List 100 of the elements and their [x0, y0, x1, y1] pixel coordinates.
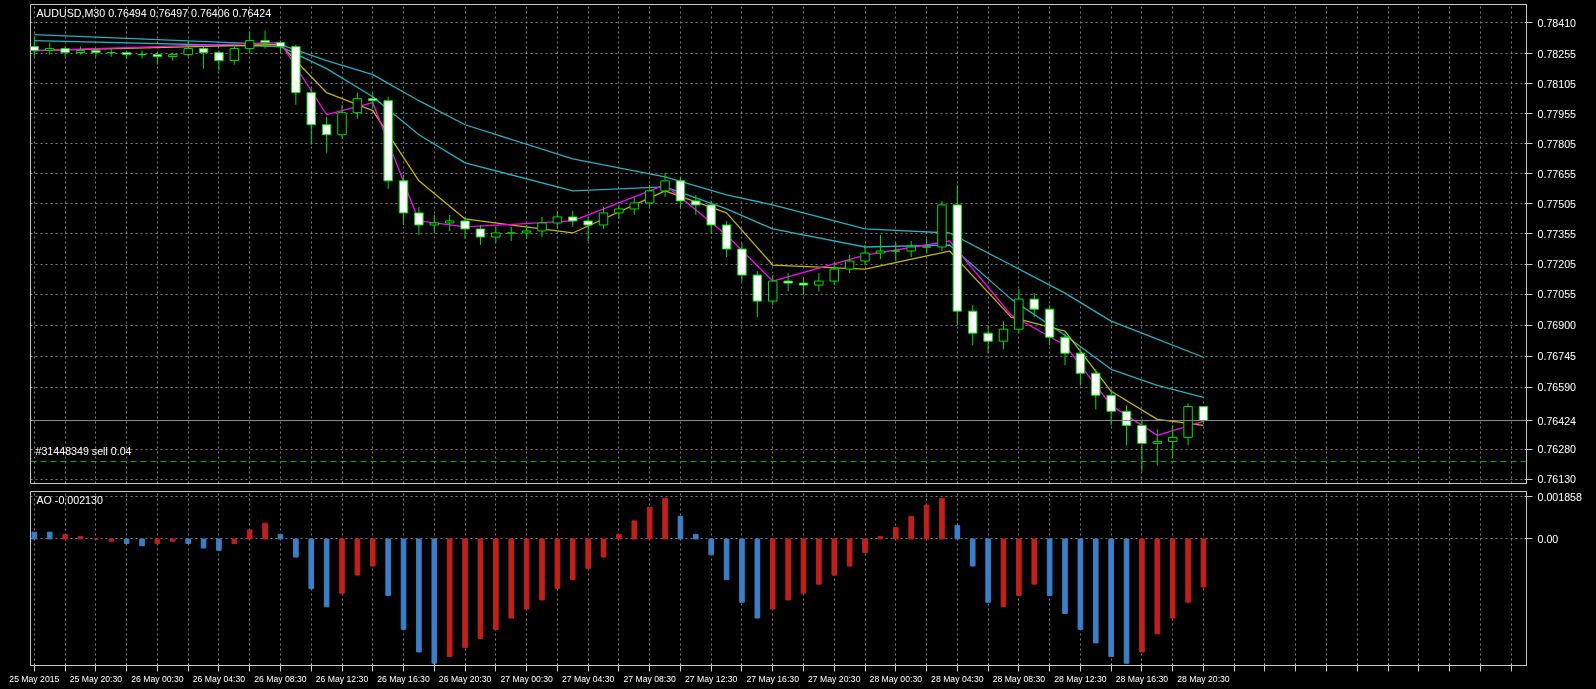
bar: [369, 538, 376, 567]
candlestick: [998, 320, 1009, 350]
bar: [154, 538, 161, 544]
y-tick-label: 0.78105: [1537, 77, 1577, 90]
candlestick: [706, 200, 716, 234]
bar: [816, 538, 822, 585]
bar: [954, 524, 961, 540]
y-tick-label: 0.77955: [1537, 107, 1577, 120]
y-tick-label: 0.77205: [1537, 258, 1577, 271]
x-tick-label: 27 May 04:30: [561, 673, 615, 684]
y-tick-label: 0.77355: [1537, 227, 1577, 240]
bar: [1108, 538, 1114, 657]
candlestick: [829, 262, 839, 286]
bar: [1200, 538, 1207, 588]
bar: [339, 538, 345, 594]
bar: [1092, 538, 1099, 644]
candlestick: [244, 32, 255, 54]
bar: [831, 538, 838, 576]
bar: [877, 536, 884, 540]
candlestick: [583, 216, 593, 242]
bar: [600, 538, 607, 558]
bar: [185, 538, 191, 544]
x-tick-label: 27 May 00:30: [500, 673, 554, 684]
bar: [169, 538, 176, 542]
bar: [493, 538, 499, 630]
bar: [1046, 538, 1053, 596]
bar: [400, 538, 407, 630]
candlestick: [644, 184, 655, 208]
bar: [216, 538, 222, 551]
bar: [1077, 538, 1084, 630]
x-tick-label: 28 May 12:30: [1054, 673, 1107, 684]
x-tick-label: 26 May 20:30: [438, 673, 492, 684]
candlestick: [198, 46, 209, 70]
bar: [1139, 538, 1145, 653]
candlestick: [798, 276, 809, 296]
bar: [277, 533, 284, 540]
y-tick-label: 0.77055: [1537, 288, 1577, 301]
bar: [939, 497, 945, 540]
bar: [62, 533, 68, 540]
x-tick-label: 26 May 16:30: [377, 673, 430, 684]
bar: [708, 538, 715, 556]
bar: [769, 538, 776, 610]
candlestick: [1137, 418, 1147, 472]
bar: [523, 538, 530, 610]
bar: [354, 538, 361, 576]
candlestick: [30, 36, 40, 58]
candlestick: [844, 254, 855, 274]
bar: [1016, 538, 1022, 596]
x-tick-label: 27 May 08:30: [623, 673, 677, 684]
bar: [262, 522, 268, 540]
x-tick-label: 27 May 16:30: [746, 673, 800, 684]
bar: [554, 538, 561, 590]
candlestick: [598, 206, 609, 230]
y-tick-label: 0.76280: [1537, 443, 1577, 456]
candlestick: [660, 172, 670, 198]
x-tick-label: 28 May 08:30: [992, 673, 1046, 684]
bar: [785, 538, 791, 601]
bar: [293, 538, 299, 558]
bar: [585, 538, 591, 569]
bar: [323, 538, 330, 608]
candlestick: [229, 44, 240, 66]
y-tick-label: 0.77805: [1537, 137, 1577, 150]
bar: [908, 515, 914, 540]
candlestick: [614, 204, 624, 220]
candlestick: [260, 30, 270, 50]
bar: [539, 538, 545, 601]
candlestick: [537, 216, 547, 238]
bar: [616, 533, 622, 540]
candlestick: [321, 116, 332, 154]
bar: [508, 538, 515, 619]
candlestick: [1106, 388, 1116, 426]
bar: [46, 531, 53, 540]
candlestick: [460, 216, 470, 240]
bar: [646, 506, 653, 540]
x-tick-label: 28 May 00:30: [869, 673, 923, 684]
candlestick: [475, 224, 486, 246]
bar: [31, 531, 38, 540]
candlestick: [814, 272, 824, 292]
bar: [1185, 538, 1191, 603]
candlestick: [337, 104, 347, 140]
candlestick: [1060, 332, 1070, 366]
bar: [1169, 538, 1176, 619]
candlestick: [429, 214, 440, 234]
candlestick: [891, 242, 901, 262]
x-tick-label: 26 May 08:30: [254, 673, 307, 684]
bar: [1031, 538, 1038, 585]
y-tick-label: 0.77505: [1537, 197, 1577, 210]
bar: [677, 515, 684, 540]
bar: [123, 538, 130, 544]
y-tick-label: 0.76424: [1537, 414, 1577, 427]
bar: [477, 538, 484, 639]
chart-title: AUDUSD,M30 0.76494 0.76497 0.76406 0.76424: [36, 6, 272, 19]
bar: [139, 538, 145, 547]
bar: [1123, 538, 1130, 664]
x-tick-label: 27 May 20:30: [808, 673, 861, 684]
bar: [662, 497, 668, 540]
candlestick: [691, 194, 701, 216]
candlestick: [967, 304, 978, 346]
bar: [1062, 538, 1068, 615]
x-tick-label: 25 May 2015: [9, 673, 60, 684]
